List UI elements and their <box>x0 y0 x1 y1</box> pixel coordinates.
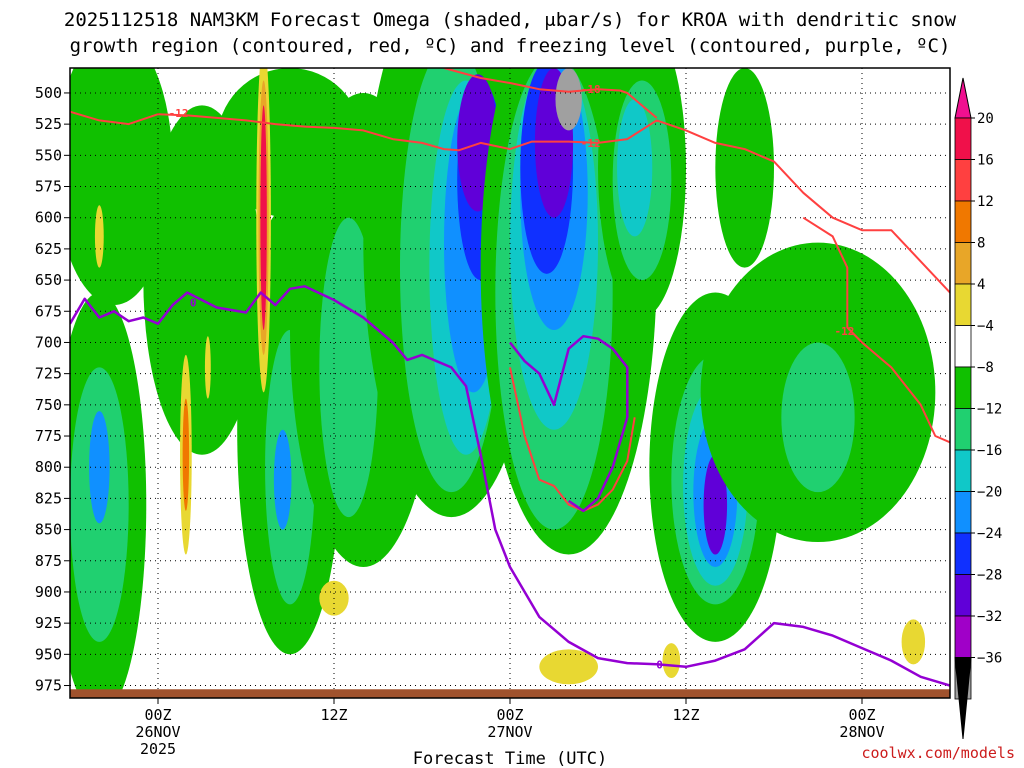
colorbar-label-8: −16 <box>977 443 1002 459</box>
contour-lines: -12 -12 -18 -12 0 0 <box>70 68 950 687</box>
colorbar-swatch-11 <box>954 574 972 617</box>
omega-region-7 <box>273 429 292 530</box>
y-tick-label-725: 725 <box>35 365 62 383</box>
x-tick-label-0-0: 00Z <box>144 706 171 724</box>
y-tick-label-850: 850 <box>35 521 62 539</box>
colorbar-swatch-12 <box>954 615 972 658</box>
terrain-bar <box>70 689 950 698</box>
y-tick-label-875: 875 <box>35 552 62 570</box>
colorbar-swatch-7 <box>954 408 972 451</box>
colorbar-bottom-arrow <box>954 657 972 740</box>
y-tick-label-600: 600 <box>35 209 62 227</box>
colorbar-label-11: −28 <box>977 568 1002 584</box>
chart-title-line-2: growth region (contoured, red, ºC) and f… <box>70 35 951 57</box>
colorbar-label-5: −4 <box>977 319 994 335</box>
grid-lines <box>70 68 950 698</box>
omega-positive-region-6 <box>94 205 104 268</box>
freezing-level-loop <box>509 334 629 513</box>
x-tick-label-0-2: 2025 <box>140 740 176 758</box>
y-tick-label-525: 525 <box>35 115 62 133</box>
colorbar-swatch-5 <box>954 325 972 368</box>
colorbar-label-2: 12 <box>977 194 994 210</box>
dgz-contour-minus12-loop <box>509 367 636 512</box>
y-tick-label-950: 950 <box>35 645 62 663</box>
colorbar-swatch-8 <box>954 449 972 492</box>
y-tick-label-925: 925 <box>35 614 62 632</box>
dgz-contour-minus12-lower <box>802 216 950 444</box>
omega-positive-region-5 <box>204 336 211 399</box>
x-tick-label-0-1: 26NOV <box>135 723 180 741</box>
x-tick-label-24-0: 00Z <box>496 706 523 724</box>
colorbar-label-3: 8 <box>977 236 985 252</box>
omega-positive-region-9 <box>662 643 681 679</box>
omega-region-9 <box>319 217 378 518</box>
x-tick-label-36-0: 12Z <box>672 706 699 724</box>
colorbar-swatch-4 <box>954 283 972 326</box>
freezing-level-contour <box>70 285 950 687</box>
y-tick-label-775: 775 <box>35 427 62 445</box>
credit-label: coolwx.com/models <box>861 744 1015 762</box>
y-tick-label-675: 675 <box>35 302 62 320</box>
pressure-axis: 500 525 550 575 600 625 650 675 700 725 750 775 800 8… <box>35 84 70 695</box>
colorbar-label-13: −36 <box>977 651 1002 667</box>
omega-region-31 <box>703 454 728 555</box>
colorbar-label-9: −20 <box>977 485 1002 501</box>
contour-label-3: -12 <box>834 325 854 338</box>
y-tick-label-975: 975 <box>35 677 62 695</box>
y-tick-label-825: 825 <box>35 489 62 507</box>
y-tick-label-625: 625 <box>35 240 62 258</box>
omega-region-34 <box>715 68 775 268</box>
contour-label-2: -18 <box>581 83 601 96</box>
dgz-contour-minus18 <box>443 68 658 119</box>
contour-label-1: -12 <box>581 137 601 150</box>
terrain-fill <box>70 689 950 698</box>
x-axis-title: Forecast Time (UTC) <box>413 749 607 768</box>
colorbar-swatch-1 <box>954 159 972 202</box>
contour-label-4: 0 <box>190 297 197 310</box>
colorbar-swatch-6 <box>954 366 972 409</box>
omega-region-23 <box>555 68 582 131</box>
contour-label-5: 0 <box>656 658 663 671</box>
x-tick-label-48-0: 00Z <box>848 706 875 724</box>
y-tick-label-750: 750 <box>35 396 62 414</box>
omega-region-10 <box>216 68 364 218</box>
colorbar-label-12: −32 <box>977 609 1002 625</box>
omega-positive-region-2 <box>260 105 267 330</box>
omega-region-26 <box>617 99 653 237</box>
colorbar-swatch-0 <box>954 117 972 160</box>
chart-title-line-1: 2025112518 NAM3KM Forecast Omega (shaded… <box>64 9 957 31</box>
colorbar-label-6: −8 <box>977 360 994 376</box>
x-tick-label-12-0: 12Z <box>320 706 347 724</box>
y-tick-label-650: 650 <box>35 271 62 289</box>
y-tick-label-575: 575 <box>35 178 62 196</box>
x-tick-label-24-1: 27NOV <box>487 723 532 741</box>
x-tick-label-48-1: 28NOV <box>839 723 884 741</box>
y-tick-label-800: 800 <box>35 458 62 476</box>
colorbar-swatch-10 <box>954 532 972 575</box>
omega-positive-region-4 <box>182 398 190 511</box>
colorbar-swatch-2 <box>954 200 972 243</box>
omega-positive-region-8 <box>539 649 599 685</box>
y-tick-label-700: 700 <box>35 333 62 351</box>
contour-label-0: -12 <box>169 107 189 120</box>
y-tick-label-500: 500 <box>35 84 62 102</box>
colorbar-label-7: −12 <box>977 402 1002 418</box>
omega-region-0 <box>143 105 261 455</box>
colorbar-label-1: 16 <box>977 153 994 169</box>
colorbar-label-4: 4 <box>977 277 985 293</box>
dgz-contour-minus12-upper <box>70 110 950 294</box>
colorbar-swatch-3 <box>954 242 972 285</box>
colorbar-label-0: 20 <box>977 111 994 127</box>
omega-region-4 <box>89 411 110 524</box>
omega-positive-region-10 <box>901 619 926 665</box>
colorbar: 20 16 12 8 4 −4 −8 −12 −16 −20 −24 −28 −32 −36 <box>954 77 1002 740</box>
omega-region-1 <box>70 68 173 305</box>
colorbar-label-10: −24 <box>977 526 1002 542</box>
colorbar-swatch-9 <box>954 491 972 534</box>
omega-region-33 <box>781 342 855 493</box>
y-tick-label-550: 550 <box>35 146 62 164</box>
y-tick-label-900: 900 <box>35 583 62 601</box>
